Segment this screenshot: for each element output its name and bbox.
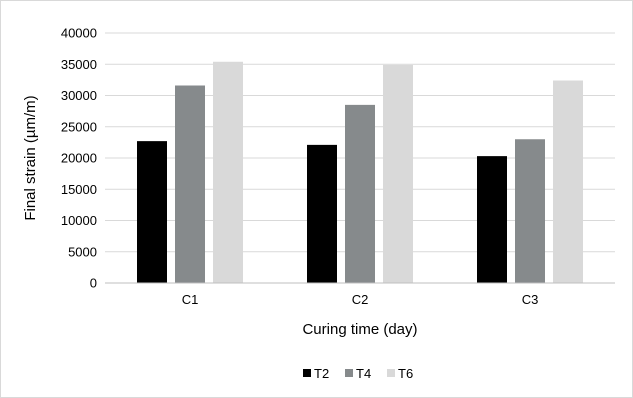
legend-label-t2: T2: [314, 366, 329, 381]
y-tick-label: 20000: [61, 151, 97, 166]
bar-t6-c1: [213, 61, 243, 283]
y-tick-label: 25000: [61, 119, 97, 134]
bars: [137, 61, 583, 283]
legend: T2 T4 T6: [303, 366, 413, 381]
x-tick-label: C3: [522, 292, 539, 307]
y-tick-label: 40000: [61, 26, 97, 41]
bar-t4-c2: [345, 104, 375, 283]
x-tick-label: C2: [352, 292, 369, 307]
legend-swatch-t4: [345, 369, 353, 377]
bar-t6-c3: [553, 80, 583, 283]
axes: 0 5000 10000 15000 20000 25000 30000 35000 40000…: [61, 26, 615, 307]
y-tick-label: 15000: [61, 182, 97, 197]
y-tick-label: 10000: [61, 213, 97, 228]
legend-swatch-t6: [387, 369, 395, 377]
bar-t2-c1: [137, 141, 167, 283]
y-tick-label: 5000: [68, 244, 97, 259]
bar-t6-c2: [383, 64, 413, 283]
bar-t2-c3: [477, 156, 507, 283]
y-tick-label: 35000: [61, 57, 97, 72]
legend-swatch-t2: [303, 369, 311, 377]
x-tick-label: C1: [182, 292, 199, 307]
y-tick-label: 30000: [61, 88, 97, 103]
legend-label-t6: T6: [398, 366, 413, 381]
y-axis-title: Final strain (µm/m): [22, 95, 39, 220]
legend-label-t4: T4: [356, 366, 371, 381]
y-tick-label: 0: [90, 276, 97, 291]
bar-t4-c3: [515, 139, 545, 283]
bar-t4-c1: [175, 85, 205, 283]
x-axis-title: Curing time (day): [302, 321, 417, 338]
bar-t2-c2: [307, 144, 337, 283]
